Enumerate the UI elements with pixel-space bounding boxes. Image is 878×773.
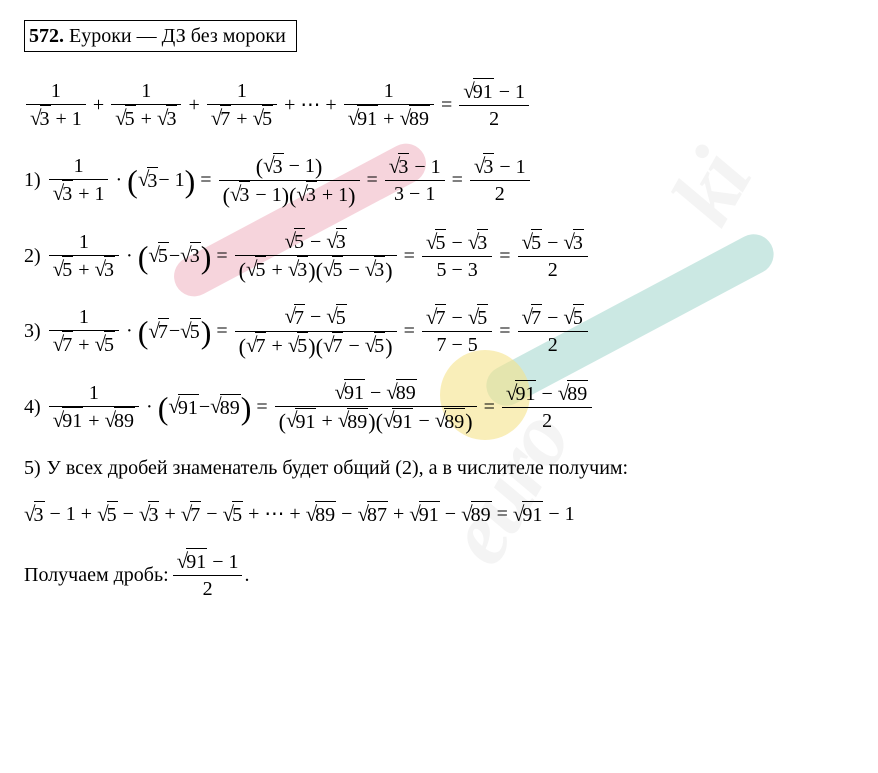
term-last: 1 91 + 89 <box>344 78 434 132</box>
step-2: 2) 1 5 + 3 · (5 − 3) = 5 − 3 (5 + 3)(5 −… <box>24 228 854 284</box>
step-5-text: 5) У всех дробей знаменатель будет общий… <box>24 455 854 481</box>
problem-number: 572. <box>29 25 64 47</box>
result-main: 91 − 1 2 <box>459 78 529 132</box>
step-3: 3) 1 7 + 5 · (7 − 5) = 7 − 5 (7 + 5)(7 −… <box>24 303 854 359</box>
equation-main: 1 3 + 1 + 1 5 + 3 + 1 7 + 5 + ⋯ + 1 91 +… <box>24 78 854 132</box>
header-box: 572. Еуроки — ДЗ без мороки <box>24 20 297 52</box>
telescoping-sum: 3 − 1 + 5 − 3 + 7 − 5 + ⋯ + 89 − 87 + 91… <box>24 501 854 528</box>
step-4: 4) 1 91 + 89 · (91 − 89) = 91 − 89 (91 +… <box>24 379 854 435</box>
final-result: Получаем дробь: 91 − 1 2 . <box>24 548 854 602</box>
term-3: 1 7 + 5 <box>207 78 277 132</box>
term-1: 1 3 + 1 <box>26 78 86 132</box>
step-1: 1) 1 3 + 1 · (3 − 1) = (3 − 1) (3 − 1)(3… <box>24 152 854 208</box>
term-2: 1 5 + 3 <box>111 78 181 132</box>
header-text: Еуроки — ДЗ без мороки <box>69 25 286 47</box>
